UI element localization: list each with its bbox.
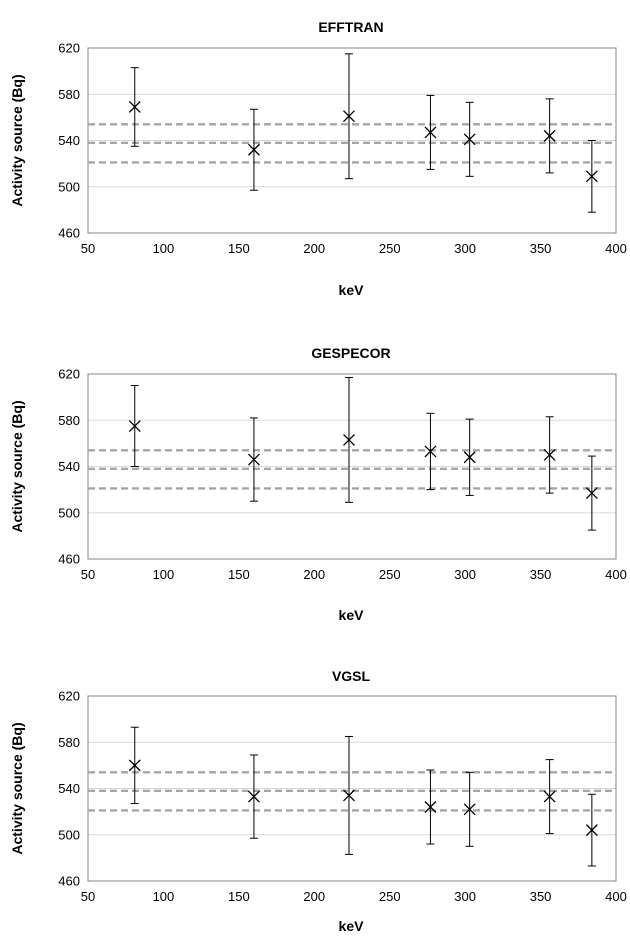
data-point-marker [128,759,141,772]
y-tick-label: 500 [58,505,80,520]
x-axis-title: keV [339,607,365,623]
data-point-marker [543,129,556,142]
data-point-marker [247,143,260,156]
plot-area-frame [87,47,617,234]
x-tick-label: 100 [153,889,175,904]
y-tick-label: 540 [58,781,80,796]
data-point-marker [128,420,141,432]
x-tick-label: 150 [228,567,250,582]
x-tick-label: 250 [379,889,401,904]
x-tick-label: 50 [81,889,95,904]
data-point-marker [247,790,260,803]
y-axis-title: Activity source (Bq) [9,74,25,206]
x-tick-label: 350 [530,567,552,582]
x-tick-label: 350 [530,241,552,256]
x-tick-label: 200 [303,567,325,582]
y-tick-label: 500 [58,179,80,194]
x-tick-label: 300 [454,889,476,904]
x-axis-title: keV [339,282,365,298]
x-tick-label: 150 [228,889,250,904]
y-tick-label: 620 [58,367,80,382]
chart-panel-gespecor: 460 500 540 580 620 50 100 150 200 250 300 350 400 GE… [9,345,627,623]
chart-title: GESPECOR [311,345,390,361]
data-point-marker [463,451,476,464]
x-tick-label: 400 [605,241,627,256]
y-tick-label: 620 [58,689,80,704]
x-tick-label: 250 [379,567,401,582]
data-point-marker [424,126,437,139]
y-tick-label: 540 [58,459,80,474]
y-tick-label: 460 [58,552,80,567]
data-point-marker [585,487,598,500]
y-tick-label: 580 [58,87,80,102]
data-point-marker [463,133,476,146]
chart-panel-efftran: 460 500 540 580 620 50 100 150 200 250 300 350 400 EF… [9,19,627,298]
data-point-marker [424,801,437,813]
data-point-marker [543,448,556,461]
x-tick-label: 100 [153,241,175,256]
y-tick-label: 460 [58,226,80,241]
data-point-marker [463,803,476,816]
y-tick-label: 580 [58,735,80,750]
chart-title: VGSL [332,668,371,684]
y-axis-title: Activity source (Bq) [9,722,25,854]
y-tick-label: 500 [58,827,80,842]
plot-area-frame [87,695,617,882]
y-tick-label: 620 [58,41,80,56]
data-point-marker [343,789,355,802]
y-tick-label: 580 [58,413,80,428]
data-point-marker [247,453,260,466]
data-point-marker [585,170,598,183]
x-axis-title: keV [339,918,365,934]
y-axis-title: Activity source (Bq) [9,400,25,532]
x-tick-label: 200 [303,889,325,904]
x-tick-label: 300 [454,567,476,582]
y-tick-label: 540 [58,133,80,148]
x-tick-label: 400 [605,889,627,904]
data-point-marker [424,445,437,458]
data-point-marker [128,101,141,113]
data-point-marker [343,110,355,123]
y-tick-label: 460 [58,874,80,889]
data-point-marker [585,824,598,837]
x-tick-label: 50 [81,241,95,256]
x-tick-label: 100 [153,567,175,582]
x-tick-label: 300 [454,241,476,256]
x-tick-label: 200 [303,241,325,256]
chart-title: EFFTRAN [318,19,383,35]
data-point-marker [543,790,556,803]
chart-panel-vgsl: 460 500 540 580 620 50 100 150 200 250 300 350 400 VG… [9,668,627,934]
x-tick-label: 350 [530,889,552,904]
data-point-marker [343,433,355,446]
x-tick-label: 400 [605,567,627,582]
x-tick-label: 250 [379,241,401,256]
plot-area-frame [87,373,617,560]
x-tick-label: 150 [228,241,250,256]
x-tick-label: 50 [81,567,95,582]
